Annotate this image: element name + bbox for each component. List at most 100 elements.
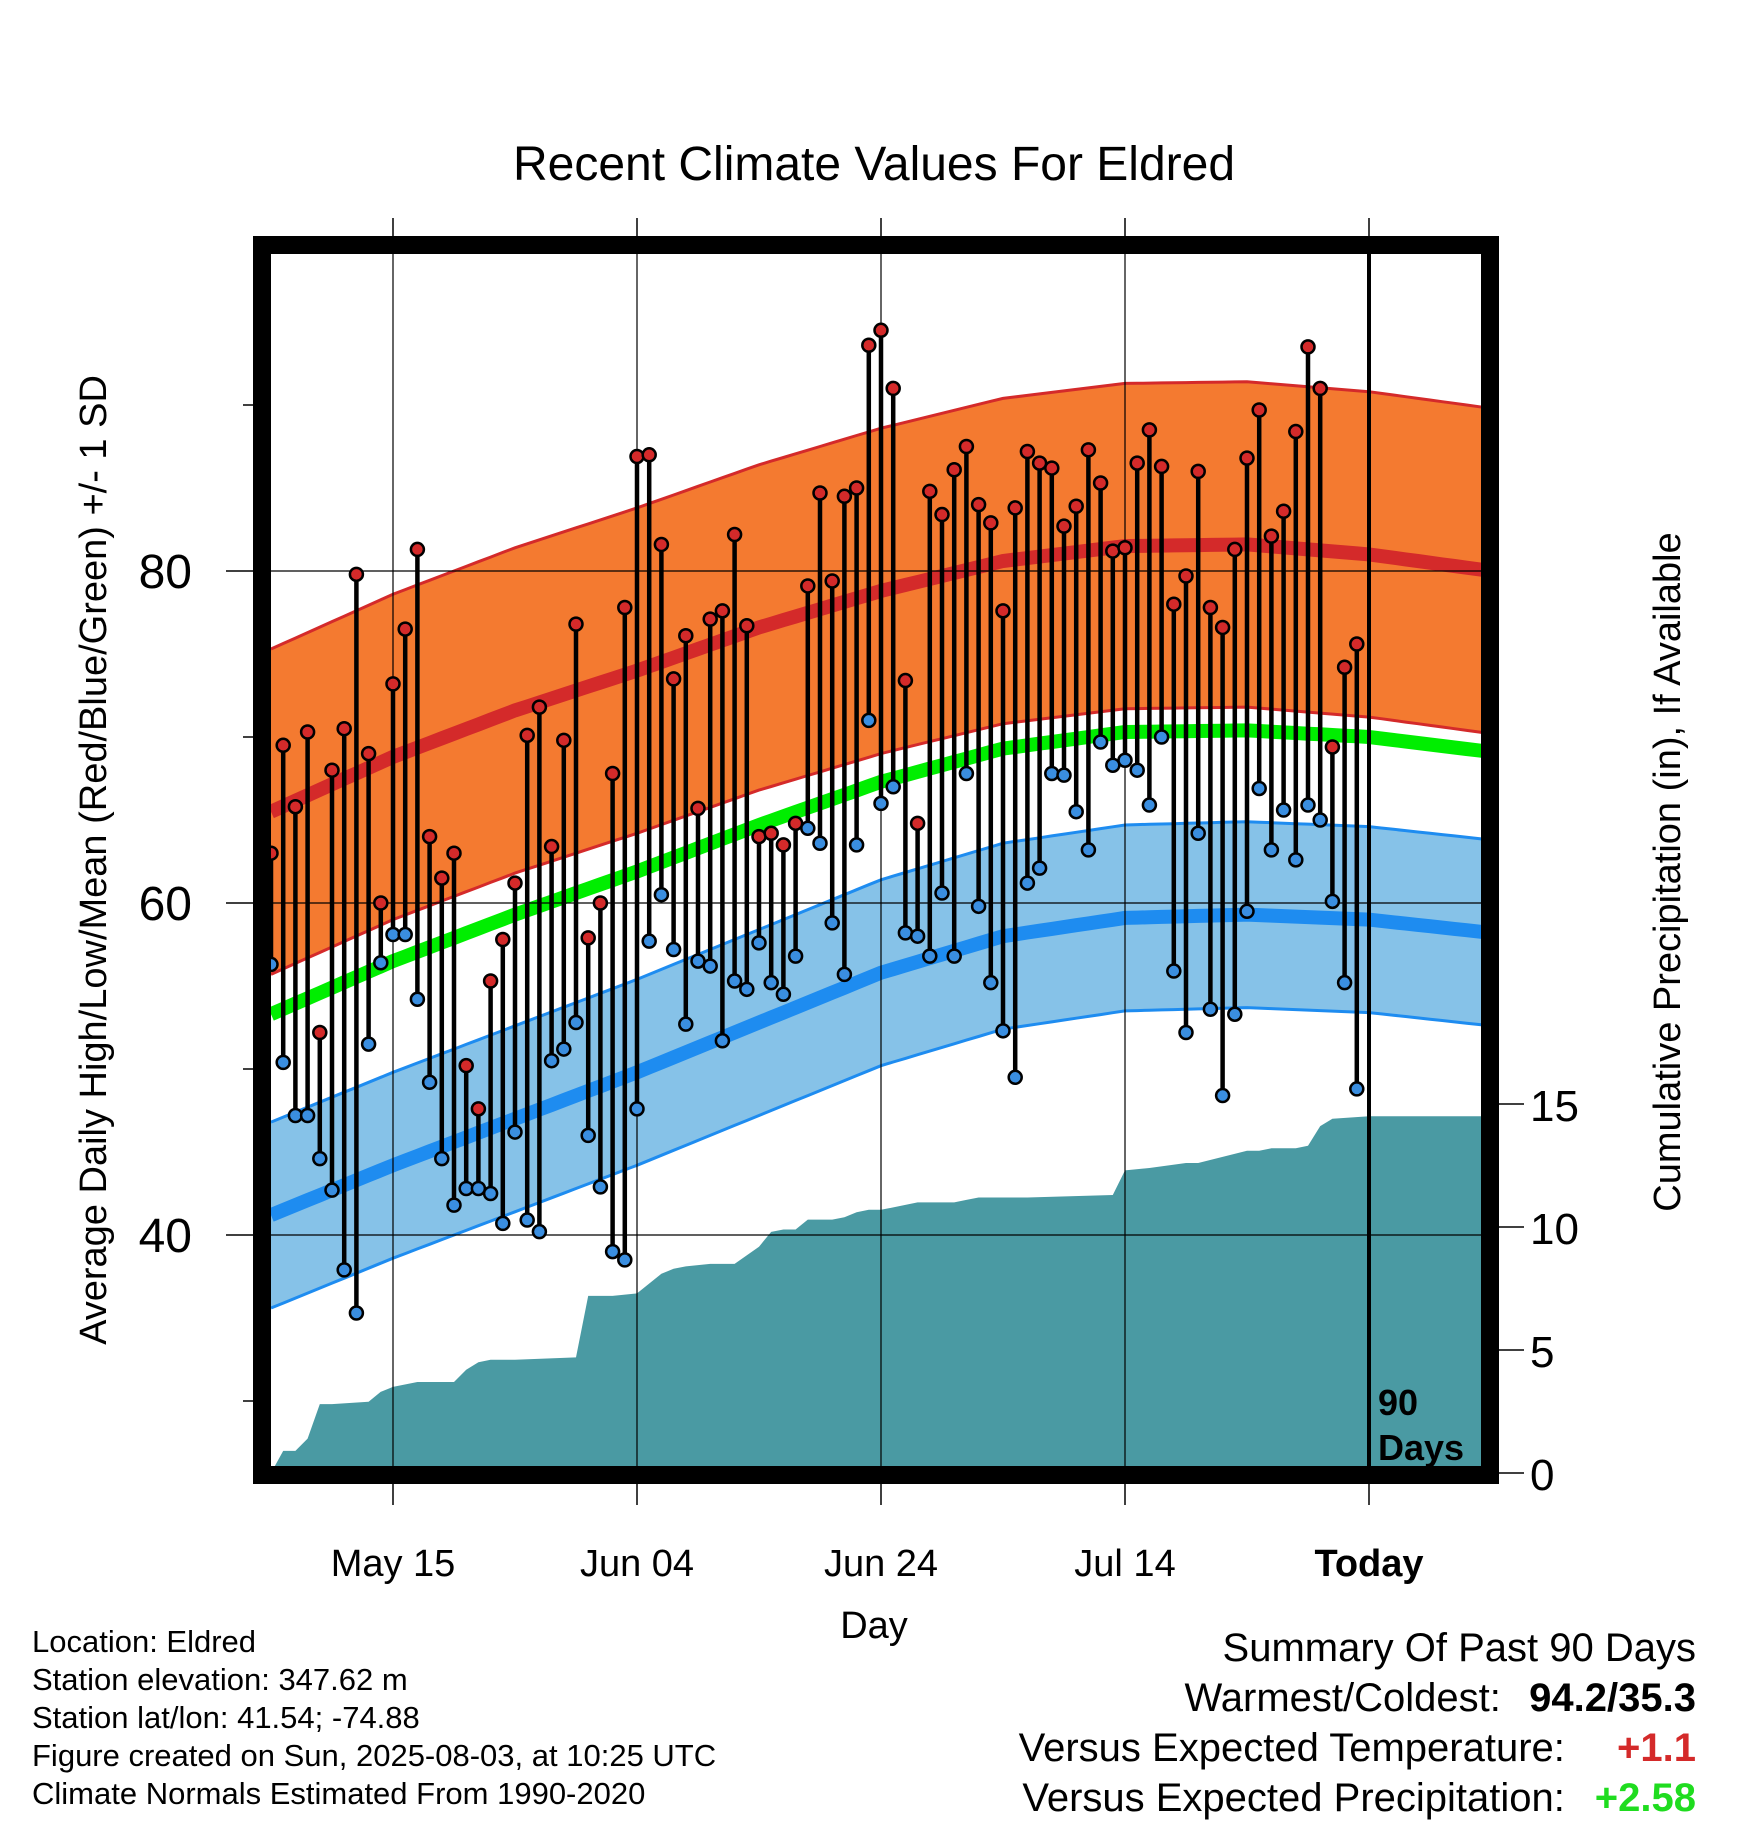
today-marker-label-line1: 90 <box>1378 1382 1418 1423</box>
daily-high-point <box>885 380 901 397</box>
daily-high-point <box>1007 500 1023 516</box>
daily-high-point <box>1044 460 1060 476</box>
daily-low-point <box>324 1182 340 1198</box>
daily-low-point <box>1251 780 1267 797</box>
daily-high-point <box>800 578 816 594</box>
daily-low-point <box>1068 803 1084 820</box>
daily-high-point <box>312 1024 328 1041</box>
daily-low-point <box>1214 1087 1231 1104</box>
summary-temp-value: +1.1 <box>1617 1726 1696 1770</box>
daily-high-point <box>812 485 828 501</box>
daily-low-point <box>1239 903 1255 920</box>
daily-low-point <box>312 1150 328 1167</box>
daily-low-point <box>543 1052 560 1069</box>
summary-precip-row: Versus Expected Precipitation: +2.58 <box>1019 1773 1696 1823</box>
daily-high-point <box>641 447 657 463</box>
daily-low-point <box>373 955 389 971</box>
daily-low-point <box>983 974 999 991</box>
daily-high-point <box>909 815 926 832</box>
daily-low-point <box>348 1305 365 1321</box>
daily-high-point <box>336 720 352 737</box>
daily-low-point <box>1324 893 1341 910</box>
daily-high-point <box>1153 458 1170 475</box>
daily-low-point <box>421 1074 438 1091</box>
daily-low-point <box>1300 797 1316 813</box>
summary-warmest-row: Warmest/Coldest: 94.2/35.3 <box>1019 1673 1697 1723</box>
daily-high-point <box>397 621 413 637</box>
summary-panel: Summary Of Past 90 Days Warmest/Coldest:… <box>1019 1623 1696 1823</box>
latlon-text: Station lat/lon: 41.54; -74.88 <box>32 1700 420 1735</box>
daily-high-point <box>519 727 535 744</box>
y-right-tick-label: 10 <box>1530 1205 1579 1254</box>
daily-low-point <box>714 1033 731 1049</box>
summary-title: Summary Of Past 90 Days <box>1222 1626 1696 1670</box>
daily-low-point <box>1275 802 1292 818</box>
daily-high-point <box>861 337 877 353</box>
daily-low-point <box>970 898 987 915</box>
x-tick-label: Jun 24 <box>824 1543 938 1585</box>
elevation-text: Station elevation: 347.62 m <box>32 1662 408 1697</box>
daily-low-point <box>1007 1069 1023 1086</box>
daily-low-point <box>946 948 962 964</box>
summary-temp-label: Versus Expected Temperature: <box>1018 1726 1565 1770</box>
daily-high-point <box>702 611 718 627</box>
daily-high-point <box>1068 498 1084 515</box>
daily-high-point <box>531 699 548 715</box>
daily-high-point <box>592 895 609 911</box>
daily-low-point <box>800 820 816 837</box>
daily-high-point <box>922 483 938 500</box>
y-left-tick-label: 60 <box>139 878 192 931</box>
station-info: Location: Eldred Station elevation: 347.… <box>32 1623 716 1813</box>
daily-high-point <box>507 875 523 891</box>
y-left-tick-label: 40 <box>139 1210 192 1263</box>
daily-high-point <box>360 745 377 762</box>
daily-high-point <box>1336 659 1353 676</box>
daily-low-point <box>739 981 755 998</box>
daily-high-point <box>678 627 694 644</box>
daily-low-point <box>885 779 901 795</box>
daily-low-point <box>434 1150 450 1167</box>
summary-temp-row: Versus Expected Temperature: +1.1 <box>1019 1723 1696 1773</box>
daily-low-point <box>1166 963 1182 979</box>
daily-low-point <box>1092 734 1109 750</box>
daily-high-point <box>1190 463 1206 480</box>
daily-high-point <box>446 845 462 861</box>
daily-high-point <box>1117 540 1133 556</box>
daily-high-point <box>714 603 731 619</box>
daily-low-point <box>751 935 767 951</box>
daily-high-point <box>958 438 975 455</box>
daily-high-point <box>1251 402 1267 418</box>
daily-high-point <box>299 724 316 740</box>
daily-low-point <box>824 915 840 931</box>
daily-low-point <box>848 837 865 853</box>
daily-low-point <box>336 1262 352 1278</box>
y-left-tick-label: 80 <box>139 546 192 599</box>
daily-low-point <box>446 1197 462 1213</box>
daily-low-point <box>604 1243 621 1260</box>
daily-high-point <box>324 762 340 778</box>
daily-high-point <box>495 931 511 948</box>
summary-precip-label: Versus Expected Precipitation: <box>1022 1776 1565 1820</box>
daily-high-point <box>934 506 950 523</box>
daily-high-point <box>1288 423 1304 440</box>
summary-warmest-value: 94.2/35.3 <box>1529 1676 1696 1720</box>
daily-high-point <box>1275 503 1292 519</box>
daily-high-point <box>1312 380 1328 397</box>
daily-high-point <box>287 798 304 815</box>
x-axis-label: Day <box>840 1605 908 1647</box>
daily-high-point <box>1214 619 1231 636</box>
created-text: Figure created on Sun, 2025-08-03, at 10… <box>32 1738 717 1773</box>
daily-low-point <box>1044 765 1060 782</box>
daily-high-point <box>421 828 438 845</box>
daily-low-point <box>958 765 975 782</box>
daily-low-point <box>909 928 926 944</box>
chart-daily-marks <box>263 322 1365 1321</box>
daily-high-point <box>970 496 987 513</box>
daily-low-point <box>1263 842 1280 858</box>
daily-low-point <box>1080 842 1097 858</box>
daily-high-point <box>1300 339 1316 355</box>
daily-high-point <box>836 488 853 505</box>
daily-low-point <box>507 1124 523 1140</box>
daily-high-point <box>1080 442 1097 458</box>
